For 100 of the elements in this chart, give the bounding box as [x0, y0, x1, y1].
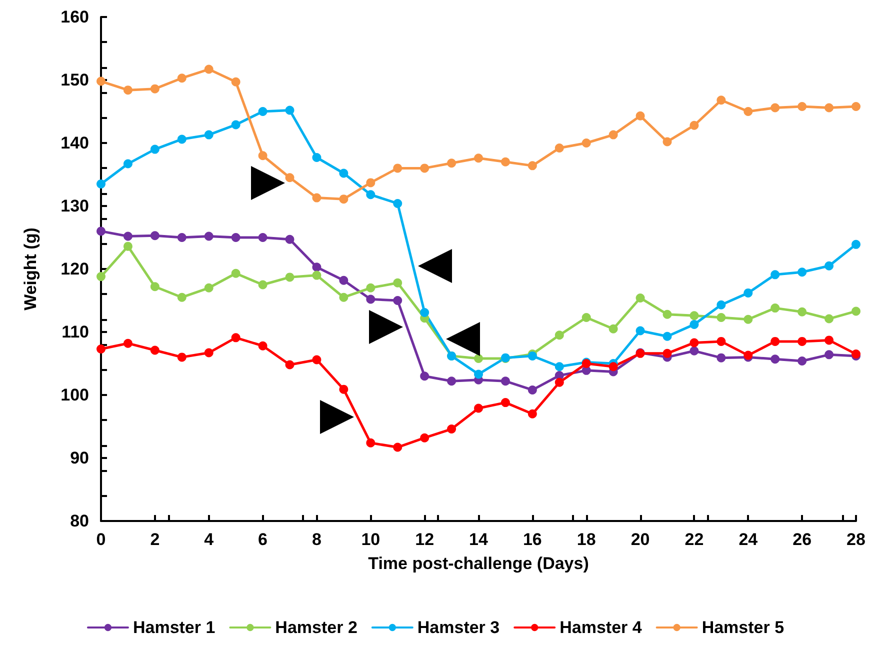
point	[690, 120, 699, 130]
point	[662, 348, 672, 358]
point	[204, 130, 214, 140]
point	[662, 310, 672, 319]
point	[393, 198, 402, 208]
point	[554, 330, 564, 340]
x-tick-label: 26	[792, 530, 812, 549]
point	[312, 355, 322, 364]
point	[824, 103, 834, 112]
point	[258, 107, 268, 116]
x-tick-label: 6	[258, 530, 268, 549]
legend-label: Hamster 3	[417, 618, 500, 637]
point	[447, 424, 456, 434]
point	[744, 314, 753, 324]
x-tick-label: 16	[522, 530, 542, 549]
point	[150, 144, 160, 154]
point	[123, 86, 132, 95]
point	[798, 102, 807, 111]
point	[231, 233, 240, 242]
point	[824, 314, 834, 324]
point	[177, 134, 186, 144]
point	[366, 178, 376, 188]
point	[474, 404, 483, 413]
x-tick-label: 18	[576, 530, 596, 549]
y-tick-label: 120	[60, 260, 89, 278]
point	[716, 96, 726, 105]
point	[716, 336, 726, 346]
point	[420, 433, 430, 442]
point	[554, 144, 564, 153]
point	[528, 409, 537, 418]
point	[312, 262, 322, 272]
point	[231, 333, 240, 342]
point	[716, 353, 726, 362]
x-tick-label: 14	[469, 530, 488, 549]
point	[312, 270, 322, 280]
point	[150, 282, 160, 292]
point	[447, 158, 456, 168]
point	[393, 442, 402, 452]
point	[744, 288, 753, 298]
point	[420, 308, 430, 317]
point	[393, 296, 402, 305]
point	[96, 179, 106, 188]
point	[500, 376, 510, 386]
point	[123, 232, 132, 241]
point	[636, 326, 645, 336]
point	[824, 350, 834, 360]
point	[204, 283, 214, 292]
point	[608, 324, 618, 334]
point	[177, 233, 186, 242]
point	[123, 242, 132, 251]
point	[528, 385, 537, 394]
point	[285, 173, 294, 182]
point	[824, 336, 834, 345]
point	[690, 346, 699, 356]
point	[608, 130, 618, 140]
point	[177, 292, 186, 302]
point	[474, 354, 483, 363]
x-tick-label: 2	[150, 530, 160, 549]
point	[690, 320, 699, 329]
point	[177, 352, 186, 362]
point	[96, 76, 106, 86]
legend-label: Hamster 1	[132, 618, 216, 637]
y-tick-label: 90	[70, 448, 89, 468]
point	[204, 64, 214, 74]
point	[258, 233, 268, 242]
point	[744, 107, 753, 116]
y-tick-label: 150	[60, 70, 89, 90]
point	[393, 278, 402, 288]
point	[798, 307, 807, 316]
x-axis-title: Time post-challenge (Days)	[368, 554, 589, 573]
point	[96, 272, 106, 282]
x-tick-label: 24	[738, 530, 758, 549]
point	[231, 77, 240, 86]
legend-label: Hamster 2	[275, 618, 358, 637]
x-tick-label: 10	[361, 530, 380, 549]
point	[258, 341, 268, 350]
point	[204, 232, 214, 241]
point	[393, 164, 402, 173]
point	[852, 240, 860, 249]
point	[474, 370, 483, 379]
point	[258, 280, 268, 290]
y-tick-label: 130	[60, 196, 89, 216]
y-tick-label: 80	[70, 512, 89, 530]
point	[582, 313, 591, 322]
point	[366, 283, 376, 292]
point	[150, 346, 160, 355]
point	[150, 84, 160, 94]
point	[366, 190, 376, 200]
point	[716, 300, 726, 310]
point	[474, 154, 483, 163]
point	[770, 304, 780, 313]
point	[366, 294, 376, 304]
point	[231, 268, 240, 278]
point	[528, 161, 537, 170]
legend-label: Hamster 4	[560, 618, 642, 637]
point	[770, 270, 780, 280]
point	[312, 193, 322, 202]
point	[123, 159, 132, 168]
point	[96, 226, 106, 236]
y-axis-title: Weight (g)	[21, 228, 40, 310]
